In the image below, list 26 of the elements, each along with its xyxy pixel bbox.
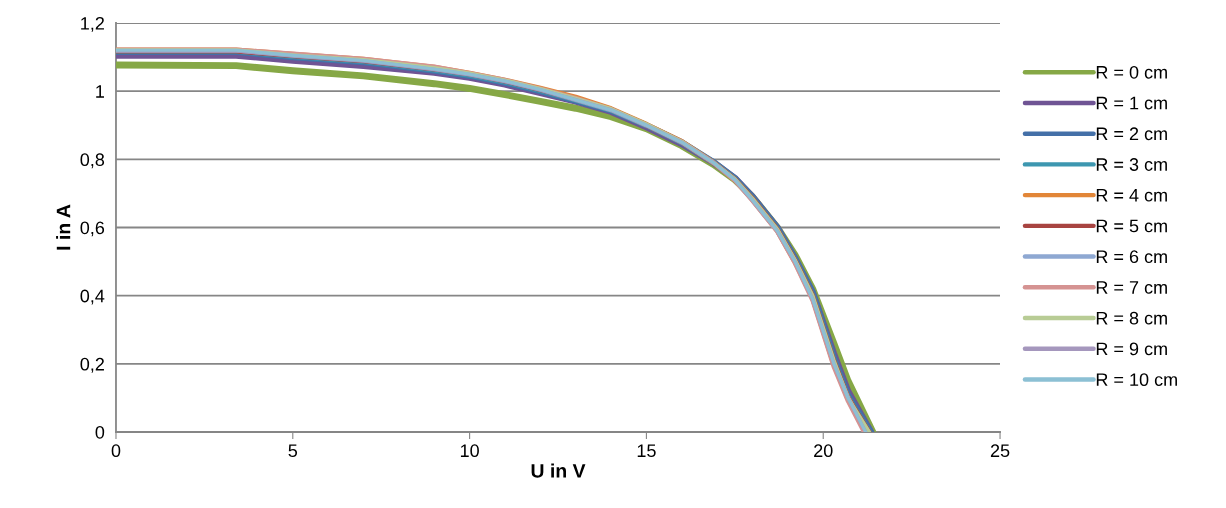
x-tick-label: 20 <box>814 444 833 458</box>
legend-label: R = 6 cm <box>1096 250 1167 264</box>
y-tick-label: 1,2 <box>81 16 104 32</box>
x-tick-label: 15 <box>637 444 656 458</box>
x-axis-title: U in V <box>531 463 586 478</box>
y-axis-title: I in A <box>56 204 71 250</box>
legend-label: R = 1 cm <box>1096 96 1167 110</box>
legend-label: R = 10 cm <box>1096 373 1177 387</box>
x-tick-label: 25 <box>990 444 1010 458</box>
y-tick-label: 0,2 <box>80 357 104 373</box>
y-tick-label: 0,8 <box>80 153 105 169</box>
x-tick-label: 0 <box>111 444 121 458</box>
y-tick-label: 0,4 <box>80 289 105 305</box>
legend-label: R = 9 cm <box>1096 342 1167 356</box>
legend-label: R = 8 cm <box>1096 311 1167 325</box>
y-tick-label: 0 <box>95 425 105 439</box>
legend-label: R = 3 cm <box>1096 158 1167 171</box>
y-tick-label: 0,6 <box>80 221 105 237</box>
legend-label: R = 2 cm <box>1096 127 1167 141</box>
legend-label: R = 5 cm <box>1096 219 1167 233</box>
x-tick-label: 10 <box>460 444 479 458</box>
x-tick-label: 5 <box>288 444 298 458</box>
legend-label: R = 0 cm <box>1096 65 1167 79</box>
legend-label: R = 7 cm <box>1096 281 1167 294</box>
y-tick-label: 1 <box>96 85 104 98</box>
legend-label: R = 4 cm <box>1096 189 1167 202</box>
